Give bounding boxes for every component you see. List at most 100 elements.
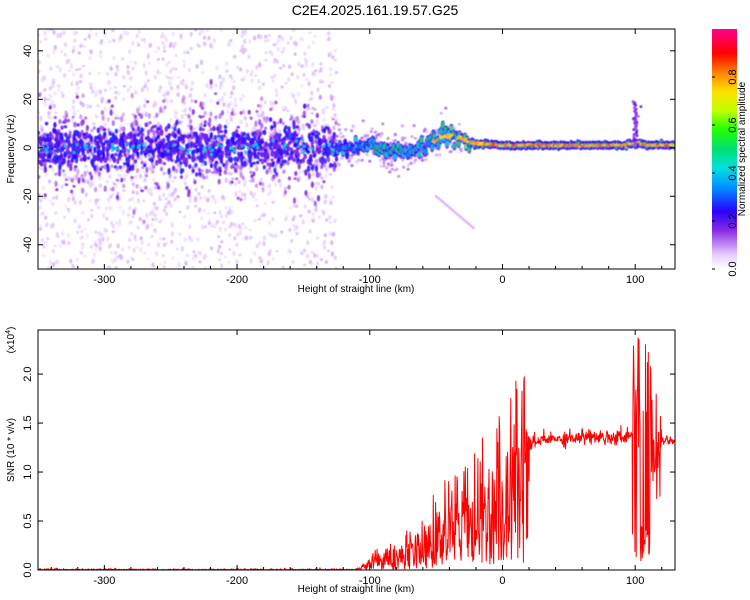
spectral-blob — [235, 259, 239, 265]
spectral-blob — [232, 251, 236, 256]
spectral-blob — [60, 161, 65, 166]
spectral-blob — [330, 240, 334, 246]
spectral-blob — [131, 182, 135, 187]
spectral-blob — [287, 266, 291, 269]
spectral-blob — [114, 185, 118, 190]
spectral-blob — [223, 169, 227, 175]
spectral-blob — [39, 148, 43, 153]
spectral-blob — [113, 251, 118, 256]
spectral-blob — [224, 227, 228, 232]
spectral-blob — [325, 105, 329, 110]
spectral-blob — [38, 136, 42, 143]
spectral-blob — [104, 206, 108, 211]
spectral-blob — [633, 141, 637, 145]
spectral-blob — [140, 128, 145, 133]
spectral-blob — [105, 216, 109, 221]
spectral-blob — [120, 140, 125, 146]
spectral-blob — [79, 43, 83, 48]
spectral-blob — [172, 143, 176, 147]
spectral-blob — [300, 250, 304, 254]
spectral-blob — [235, 129, 239, 134]
spectral-blob — [162, 172, 166, 175]
spectral-blob — [78, 67, 82, 71]
spectral-blob — [303, 57, 307, 60]
spectral-blob — [333, 162, 337, 169]
spectral-blob — [291, 217, 295, 222]
spectral-blob — [98, 54, 103, 58]
spectral-blob — [449, 207, 453, 211]
spectral-blob — [329, 200, 333, 206]
spectral-blob — [129, 76, 133, 81]
spectral-blob — [378, 158, 382, 162]
spectral-blob — [250, 69, 254, 74]
spectral-blob — [109, 195, 113, 199]
spectral-blob — [173, 126, 177, 132]
spectral-blob — [307, 123, 311, 130]
spectral-blob — [310, 197, 314, 203]
spectral-blob — [94, 32, 99, 37]
spectral-blob — [166, 182, 170, 189]
spectral-blob — [49, 144, 53, 148]
spectral-blob — [170, 222, 174, 228]
spectral-blob — [444, 106, 448, 110]
spectral-blob — [220, 134, 224, 141]
spectral-blob — [384, 151, 389, 158]
spectral-blob — [119, 150, 123, 154]
spectral-blob — [171, 165, 176, 172]
spectral-blob — [337, 123, 341, 127]
spectral-blob — [404, 141, 408, 145]
spectral-blob — [78, 143, 82, 147]
spectral-blob — [317, 215, 321, 219]
spectral-blob — [288, 64, 292, 69]
spectral-blob — [186, 134, 190, 140]
spectral-blob — [207, 188, 211, 193]
spectral-blob — [277, 147, 281, 153]
spectral-blob — [139, 247, 143, 252]
spectral-blob — [218, 173, 222, 176]
spectral-blob — [211, 194, 215, 200]
spectral-blob — [308, 98, 312, 103]
spectral-blob — [248, 155, 252, 162]
spectral-blob — [147, 145, 151, 149]
spectral-blob — [48, 199, 52, 203]
spectral-blob — [78, 139, 82, 145]
spectral-blob — [194, 195, 198, 203]
spectral-blob — [198, 140, 202, 146]
spectral-blob — [44, 37, 48, 41]
spectral-blob — [113, 165, 118, 169]
spectral-blob — [469, 140, 474, 144]
spectral-blob — [43, 193, 47, 198]
spectral-blob — [230, 77, 234, 81]
spectral-blob — [111, 148, 114, 152]
spectral-blob — [201, 127, 205, 132]
spectral-blob — [277, 38, 281, 43]
spectral-blob — [164, 242, 168, 246]
spectral-blob — [89, 86, 93, 90]
spectral-blob — [130, 196, 134, 202]
spectral-blob — [447, 133, 451, 137]
spectral-blob — [195, 63, 199, 69]
spectral-blob — [329, 72, 333, 77]
spectral-blob — [84, 116, 88, 120]
spectral-blob — [316, 261, 320, 265]
spectral-blob — [185, 151, 189, 155]
spectral-blob — [296, 75, 300, 80]
spectral-blob — [174, 110, 178, 115]
spectral-blob — [207, 137, 211, 143]
spectral-blob — [93, 138, 98, 143]
spectral-blob — [60, 136, 64, 141]
spectral-blob — [60, 125, 64, 130]
spectral-blob — [55, 132, 59, 140]
spectral-blob — [164, 126, 168, 133]
spectral-blob — [103, 164, 107, 170]
spectral-blob — [72, 151, 76, 155]
spectral-blob — [130, 232, 134, 236]
spectral-blob — [153, 213, 157, 218]
spectral-blob — [189, 124, 193, 131]
colorbar-tick-label: 0.4 — [727, 165, 739, 180]
spectral-blob — [154, 50, 158, 53]
spectral-blob — [279, 117, 283, 124]
spectral-blob — [323, 239, 327, 245]
spectral-blob — [274, 133, 279, 139]
spectral-blob — [220, 263, 224, 269]
